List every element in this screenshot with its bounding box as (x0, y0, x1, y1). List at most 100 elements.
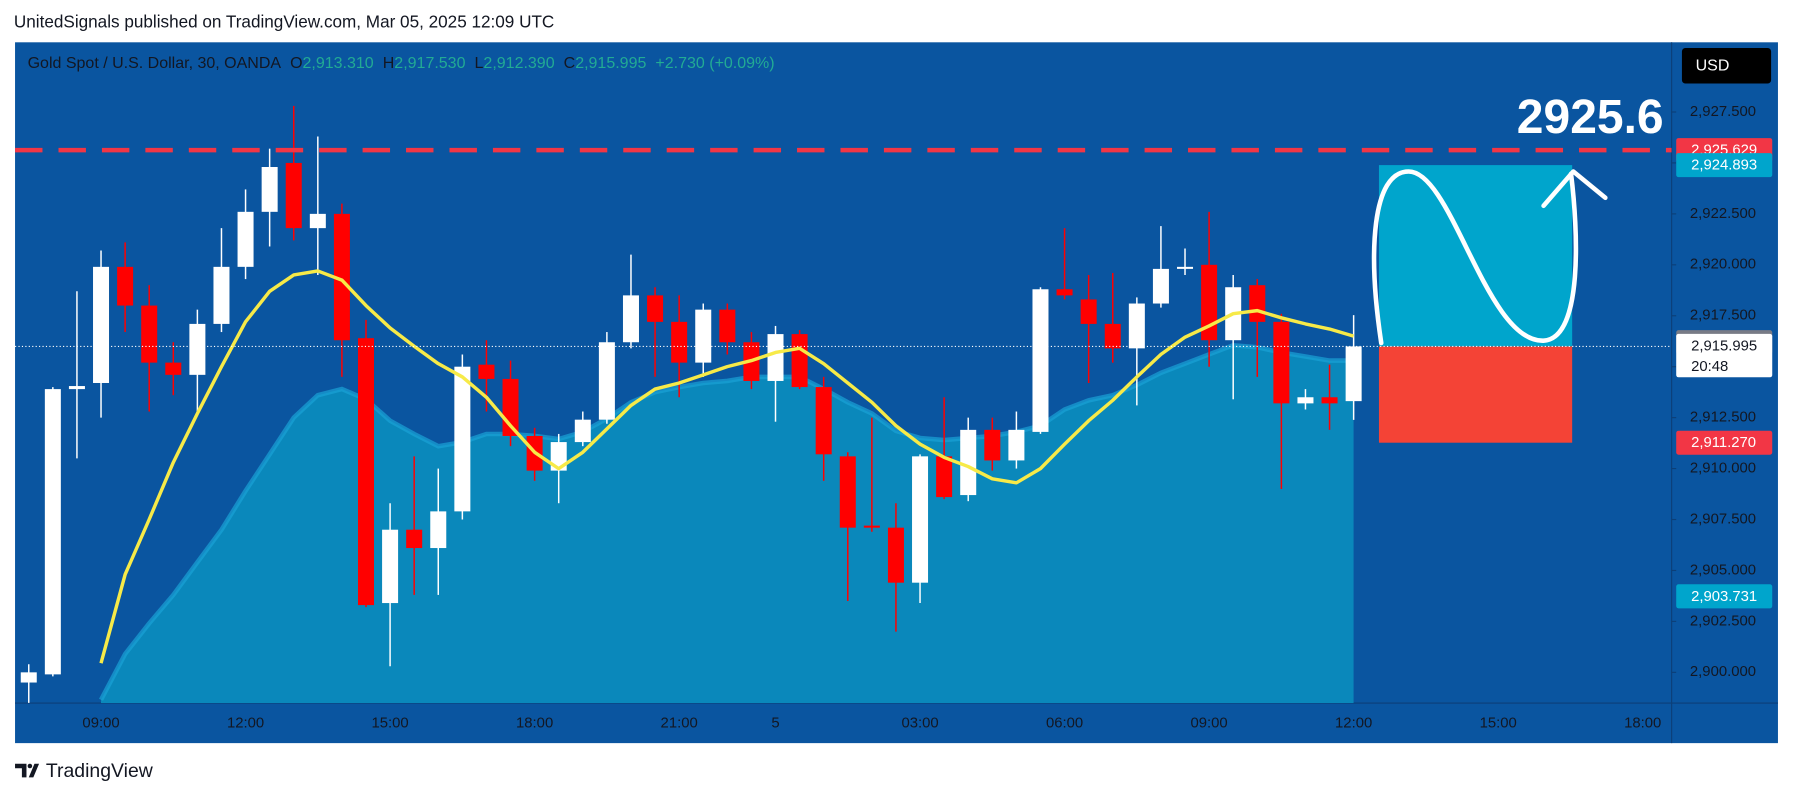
l-value: 2,912.390 (483, 55, 554, 72)
drawn-arrowhead (1541, 169, 1608, 209)
candle-body (165, 362, 182, 375)
o-label: O (290, 55, 302, 72)
moving-average (99, 269, 1355, 664)
candle-body (1056, 289, 1073, 296)
candle-body (261, 167, 278, 212)
drawn-curve (1371, 169, 1579, 346)
candle-body (68, 386, 85, 390)
price-label: 2,924.893 (1691, 158, 1757, 174)
profit-zone (1378, 165, 1573, 347)
candle-body (430, 511, 447, 549)
candle-body (960, 429, 977, 496)
y-tick-label: 2,902.500 (1690, 613, 1756, 629)
price-label: 2,903.731 (1691, 589, 1757, 605)
candle-body (406, 529, 423, 549)
candle-body (357, 338, 375, 606)
x-tick-label: 03:00 (901, 716, 938, 732)
y-tick-label: 2,905.000 (1690, 562, 1756, 578)
x-tick-label: 15:00 (371, 716, 408, 732)
candle-body (912, 456, 929, 583)
brand-logo (15, 763, 40, 778)
y-tick-label: 2,900.000 (1690, 664, 1756, 680)
candle-body (863, 525, 880, 528)
candle-body (1297, 397, 1314, 404)
overlay-layer: 2,900.000 2,902.500 2,905.000 2,907.500 2,91… (82, 91, 1773, 732)
target-annotation: 2925.6 (1517, 91, 1664, 144)
candle-body (1345, 346, 1362, 402)
candle-body (333, 213, 350, 341)
candle-body (887, 527, 904, 583)
candle-body (382, 529, 399, 604)
x-tick-label: 18:00 (516, 716, 553, 732)
currency-label: USD (1696, 58, 1730, 75)
candle-body (839, 456, 856, 528)
price-label-box (1676, 153, 1773, 178)
y-tick-label: 2,927.500 (1690, 104, 1756, 120)
candle-body (1008, 429, 1025, 461)
y-tick-label: 2,910.000 (1690, 460, 1756, 476)
candle-body (622, 295, 639, 343)
change: +2.730 (+0.09%) (655, 55, 774, 72)
candle-body (1128, 303, 1145, 349)
c-value: 2,915.995 (575, 55, 646, 72)
x-tick-label: 12:00 (227, 716, 264, 732)
candle-body (1201, 264, 1218, 341)
y-tick-label: 2,917.500 (1690, 308, 1756, 324)
candle-body (936, 456, 953, 498)
loss-zone (1378, 346, 1573, 443)
plot-area (15, 105, 1672, 704)
legend: Gold Spot / U.S. Dollar, 30, OANDA O2,91… (28, 55, 775, 72)
x-tick-label: 09:00 (1191, 716, 1228, 732)
brand-name: TradingView (46, 760, 154, 782)
candle-body (189, 323, 206, 375)
candle-body (647, 295, 664, 322)
currency-badge[interactable] (1681, 48, 1772, 84)
x-tick-label: 18:00 (1624, 716, 1661, 732)
candle-body (1177, 266, 1194, 269)
x-tick-label: 15:00 (1480, 716, 1517, 732)
publisher-line: UnitedSignals published on TradingView.c… (14, 11, 554, 31)
h-value: 2,917.530 (394, 55, 465, 72)
countdown: 20:48 (1691, 359, 1728, 375)
candle-body (574, 419, 591, 443)
candle-body (1152, 268, 1169, 304)
symbol: Gold Spot / U.S. Dollar, 30, OANDA (28, 55, 282, 72)
x-tick-label: 21:00 (661, 716, 698, 732)
candle-body (598, 342, 615, 420)
candle-body (1273, 321, 1290, 404)
x-tick-label: 06:00 (1046, 716, 1083, 732)
price-label-box (1676, 430, 1773, 455)
candle-body (984, 429, 1001, 461)
candle-body (1032, 289, 1049, 432)
x-tick-label: 5 (771, 716, 779, 732)
candle-body (309, 213, 326, 229)
price-label: 2,911.270 (1691, 435, 1756, 451)
candle-body (478, 364, 495, 379)
candle-body (719, 309, 736, 343)
candle-body (117, 266, 134, 306)
candle-body (767, 334, 784, 381)
c-label: C (564, 55, 576, 72)
y-tick-label: 2,920.000 (1690, 257, 1756, 273)
candle-body (237, 211, 254, 267)
candle-body (791, 334, 808, 388)
price-label-box (1676, 333, 1773, 378)
y-tick-label: 2,922.500 (1690, 206, 1756, 222)
candle-body (44, 389, 61, 675)
o-value: 2,913.310 (303, 55, 374, 72)
candle-body (285, 162, 302, 229)
candle-body (1080, 299, 1097, 324)
candle-body (20, 672, 37, 683)
x-tick-label: 09:00 (82, 716, 119, 732)
price-label-box (1676, 584, 1773, 609)
price-label: 2,915.995 (1691, 338, 1757, 354)
candle-body (454, 366, 471, 512)
candle-body (93, 266, 110, 383)
candle-body (141, 305, 158, 363)
area-edge (98, 342, 1354, 701)
candle-body (695, 309, 712, 363)
candle-body (815, 387, 832, 455)
candle-body (550, 442, 567, 471)
